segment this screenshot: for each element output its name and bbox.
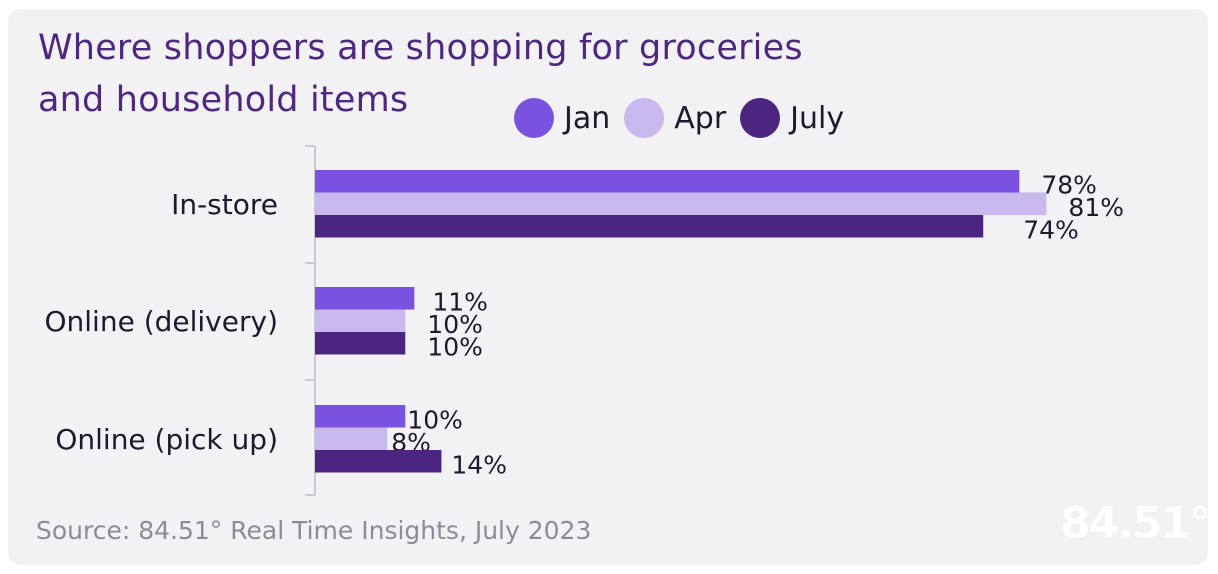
chart-title-line-1: Where shoppers are shopping for grocerie… — [38, 28, 803, 68]
value-label-online-delivery-july: 10% — [427, 332, 483, 361]
legend-item-jan: Jan — [514, 98, 610, 138]
legend-label-apr: Apr — [674, 100, 727, 136]
legend-label-jan: Jan — [564, 100, 611, 136]
legend-item-july: July — [740, 98, 844, 138]
bar-online-pick-up-july — [315, 450, 442, 473]
category-label-online-delivery: Online (delivery) — [44, 305, 278, 338]
value-label-online-pick-up-july: 14% — [451, 450, 507, 479]
bar-online-delivery-apr — [315, 309, 406, 332]
bar-online-delivery-july — [315, 332, 406, 355]
chart-title-line-2: and household items — [38, 80, 409, 120]
legend: Jan Apr July — [514, 98, 858, 138]
source-note: Source: 84.51° Real Time Insights, July … — [36, 516, 592, 545]
category-label-online-pick-up: Online (pick up) — [55, 423, 278, 456]
value-label-in-store-jan: 78% — [1041, 170, 1097, 199]
value-label-online-pick-up-jan: 10% — [407, 405, 463, 434]
bar-in-store-jan — [315, 170, 1020, 193]
value-label-in-store-apr: 81% — [1068, 193, 1124, 222]
legend-swatch-apr — [624, 98, 665, 138]
legend-item-apr: Apr — [624, 98, 726, 138]
legend-swatch-jan — [514, 98, 554, 138]
bar-in-store-july — [315, 215, 984, 238]
bar-in-store-apr — [315, 192, 1047, 215]
legend-label-july: July — [790, 100, 845, 136]
bar-online-pick-up-apr — [315, 427, 388, 450]
chart-title: Where shoppers are shopping for grocerie… — [38, 22, 803, 126]
value-label-in-store-july: 74% — [1023, 215, 1079, 244]
bar-online-delivery-jan — [315, 287, 415, 310]
chart-card — [8, 9, 1208, 565]
value-label-online-delivery-apr: 10% — [427, 310, 483, 339]
legend-swatch-july — [740, 98, 781, 138]
category-label-in-store: In-store — [171, 188, 278, 221]
value-label-online-delivery-jan: 11% — [432, 287, 488, 316]
bar-online-pick-up-jan — [315, 405, 406, 428]
brand-logo: 84.51° — [1060, 498, 1211, 549]
